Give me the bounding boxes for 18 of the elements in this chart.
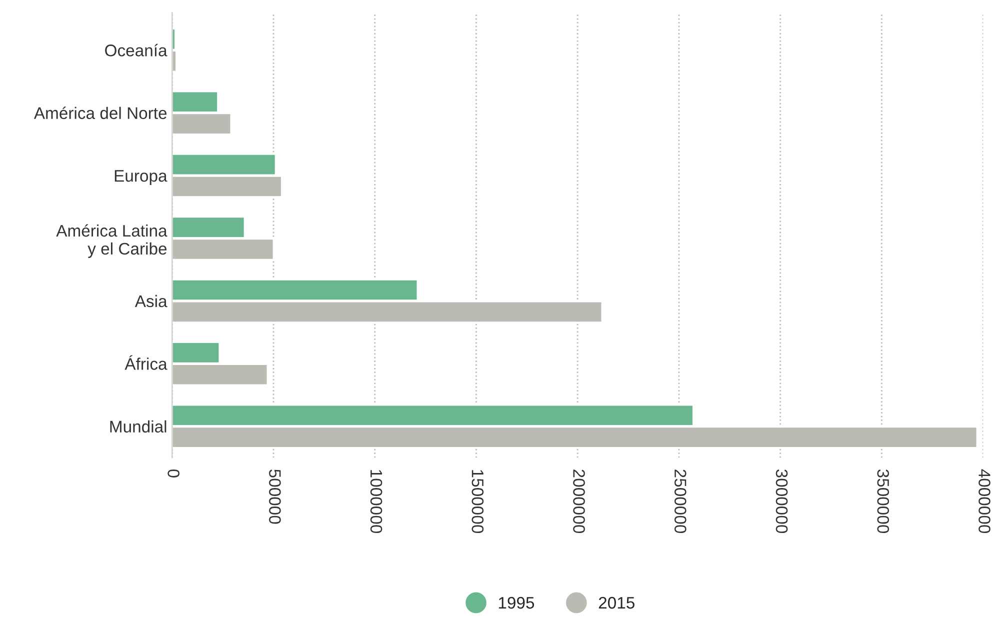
- y-tick-label: América del Norte: [34, 106, 167, 120]
- legend-label: 2015: [598, 596, 634, 609]
- y-tick-label: África: [124, 355, 168, 370]
- x-tick-label: 3000000: [776, 469, 788, 534]
- y-tick-label: Oceanía: [105, 44, 168, 56]
- y-tick-label: América Latina y el Caribe: [56, 224, 168, 258]
- y-tick-label: Mundial: [110, 420, 166, 433]
- x-tick-label: 2500000: [674, 470, 686, 534]
- x-tick-label: 2000000: [573, 470, 585, 534]
- x-tick-label: 4000000: [978, 469, 990, 534]
- x-tick-label: 3500000: [877, 469, 890, 534]
- x-tick-label: 0: [168, 469, 180, 478]
- x-tick-label: 1500000: [472, 470, 484, 534]
- legend-label: 1995: [498, 596, 534, 609]
- x-tick-label: 500000: [269, 469, 281, 524]
- x-tick-label: 1000000: [370, 470, 382, 534]
- y-tick-label: Europa: [114, 170, 168, 186]
- y-tick-label: Asia: [134, 294, 168, 308]
